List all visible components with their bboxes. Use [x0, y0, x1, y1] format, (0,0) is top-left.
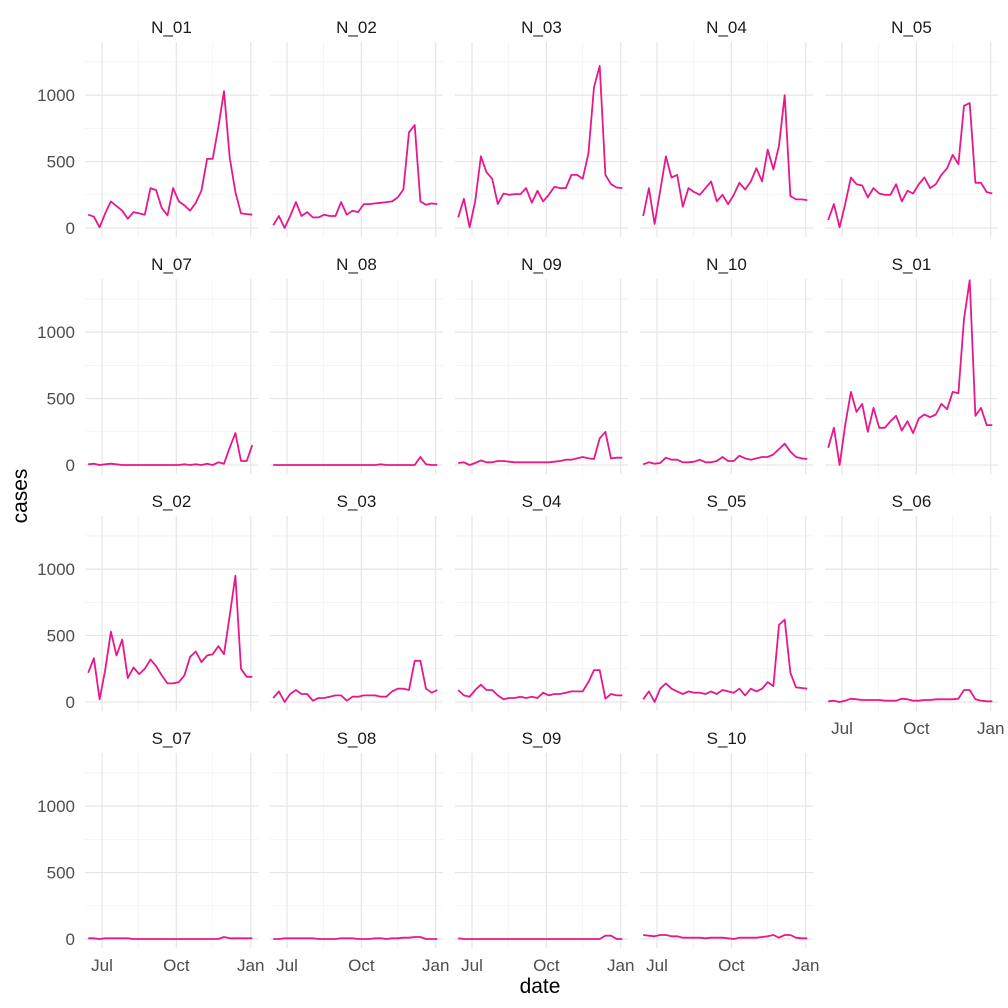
facet-panel-s_01: S_01 [825, 255, 998, 474]
series-line-s_02 [87, 574, 253, 701]
facet-strip-label: S_07 [152, 729, 192, 748]
x-tick-label: Jan [237, 956, 264, 975]
y-tick-label: 1000 [37, 797, 75, 816]
y-tick-label: 500 [47, 627, 75, 646]
facet-strip-label: S_02 [152, 492, 192, 511]
series-line-s_01 [827, 279, 993, 466]
facet-strip-label: S_01 [892, 255, 932, 274]
x-tick-label: Oct [348, 956, 375, 975]
x-tick-label: Jul [91, 956, 113, 975]
x-tick-label: Jul [831, 719, 853, 738]
series-line-n_10 [642, 442, 808, 466]
facet-panel-s_02: S_02 0 500 1000 [37, 492, 258, 712]
x-tick-label: Oct [163, 956, 190, 975]
facet-panel-s_03: S_03 [270, 492, 443, 711]
y-axis-title: cases [9, 469, 32, 524]
series-line-s_08 [273, 936, 438, 940]
x-tick-label: Jan [607, 956, 634, 975]
facet-panel-n_10: N_10 [640, 255, 813, 474]
facet-panel-n_07: N_07 0 500 1000 [37, 255, 258, 475]
series-line-s_10 [643, 934, 808, 940]
series-line-n_07 [88, 432, 254, 466]
facet-panel-s_07: S_07 0 500 1000 Jul Oct Jan [37, 729, 264, 975]
facet-strip-label: N_03 [521, 18, 562, 37]
facet-strip-label: S_03 [337, 492, 377, 511]
y-tick-label: 1000 [37, 560, 75, 579]
facet-strip-label: N_05 [891, 18, 932, 37]
facet-panel-n_04: N_04 [640, 18, 813, 237]
y-tick-label: 500 [47, 864, 75, 883]
facet-panel-n_02: N_02 [270, 18, 443, 237]
facet-panel-s_09: S_09 Jul Oct Jan [455, 729, 634, 975]
x-tick-label: Jul [276, 956, 298, 975]
y-tick-label: 500 [47, 153, 75, 172]
facet-strip-label: S_04 [522, 492, 562, 511]
series-line-s_06 [828, 689, 993, 703]
series-line-n_02 [272, 124, 438, 229]
series-line-s_07 [88, 936, 253, 940]
x-tick-label: Jan [422, 956, 449, 975]
facet-panel-n_05: N_05 [825, 18, 998, 237]
y-tick-label: 0 [66, 693, 75, 712]
facet-strip-label: N_04 [706, 18, 747, 37]
facet-strip-label: N_10 [706, 255, 747, 274]
x-tick-label: Oct [533, 956, 560, 975]
series-line-n_03 [457, 65, 623, 229]
facet-panel-s_08: S_08 Jul Oct Jan [270, 729, 449, 975]
x-tick-label: Jan [977, 719, 1004, 738]
facet-panel-n_03: N_03 [455, 18, 628, 237]
facet-strip-label: S_08 [337, 729, 377, 748]
series-line-n_08 [273, 456, 438, 466]
x-tick-label: Jul [461, 956, 483, 975]
series-line-s_09 [458, 934, 623, 940]
facet-strip-label: S_06 [892, 492, 932, 511]
series-line-n_01 [87, 90, 253, 229]
facet-strip-label: N_01 [151, 18, 192, 37]
y-tick-label: 1000 [37, 86, 75, 105]
x-axis-title: date [520, 975, 561, 998]
facet-panel-n_09: N_09 [455, 255, 628, 474]
x-tick-label: Jan [792, 956, 819, 975]
series-line-n_09 [458, 430, 623, 466]
series-line-s_03 [272, 659, 438, 703]
y-tick-label: 0 [66, 930, 75, 949]
facet-panel-s_10: S_10 Jul Oct Jan [640, 729, 819, 975]
x-tick-label: Jul [646, 956, 668, 975]
x-tick-label: Oct [903, 719, 930, 738]
series-line-n_05 [827, 102, 993, 229]
facet-panel-n_01: N_01 0 500 1000 [37, 18, 258, 238]
facet-panel-s_06: S_06 Jul Oct Jan [825, 492, 1004, 738]
facet-panel-s_04: S_04 [455, 492, 628, 711]
y-tick-label: 0 [66, 219, 75, 238]
facet-strip-label: S_10 [707, 729, 747, 748]
facet-panels: N_01 0 500 1000 N_02 N_03 N_04 N_05 N_07 0 500 1000… [37, 18, 1004, 975]
series-line-s_04 [457, 669, 623, 701]
series-line-s_05 [642, 618, 808, 703]
facet-strip-label: N_09 [521, 255, 562, 274]
series-line-n_04 [642, 94, 808, 225]
facet-strip-label: N_02 [336, 18, 377, 37]
y-tick-label: 1000 [37, 323, 75, 342]
facet-strip-label: N_08 [336, 255, 377, 274]
x-tick-label: Oct [718, 956, 745, 975]
facet-strip-label: S_05 [707, 492, 747, 511]
facet-panel-s_05: S_05 [640, 492, 813, 711]
facet-strip-label: S_09 [522, 729, 562, 748]
facet-strip-label: N_07 [151, 255, 192, 274]
y-tick-label: 500 [47, 390, 75, 409]
y-tick-label: 0 [66, 456, 75, 475]
facet-panel-n_08: N_08 [270, 255, 443, 474]
